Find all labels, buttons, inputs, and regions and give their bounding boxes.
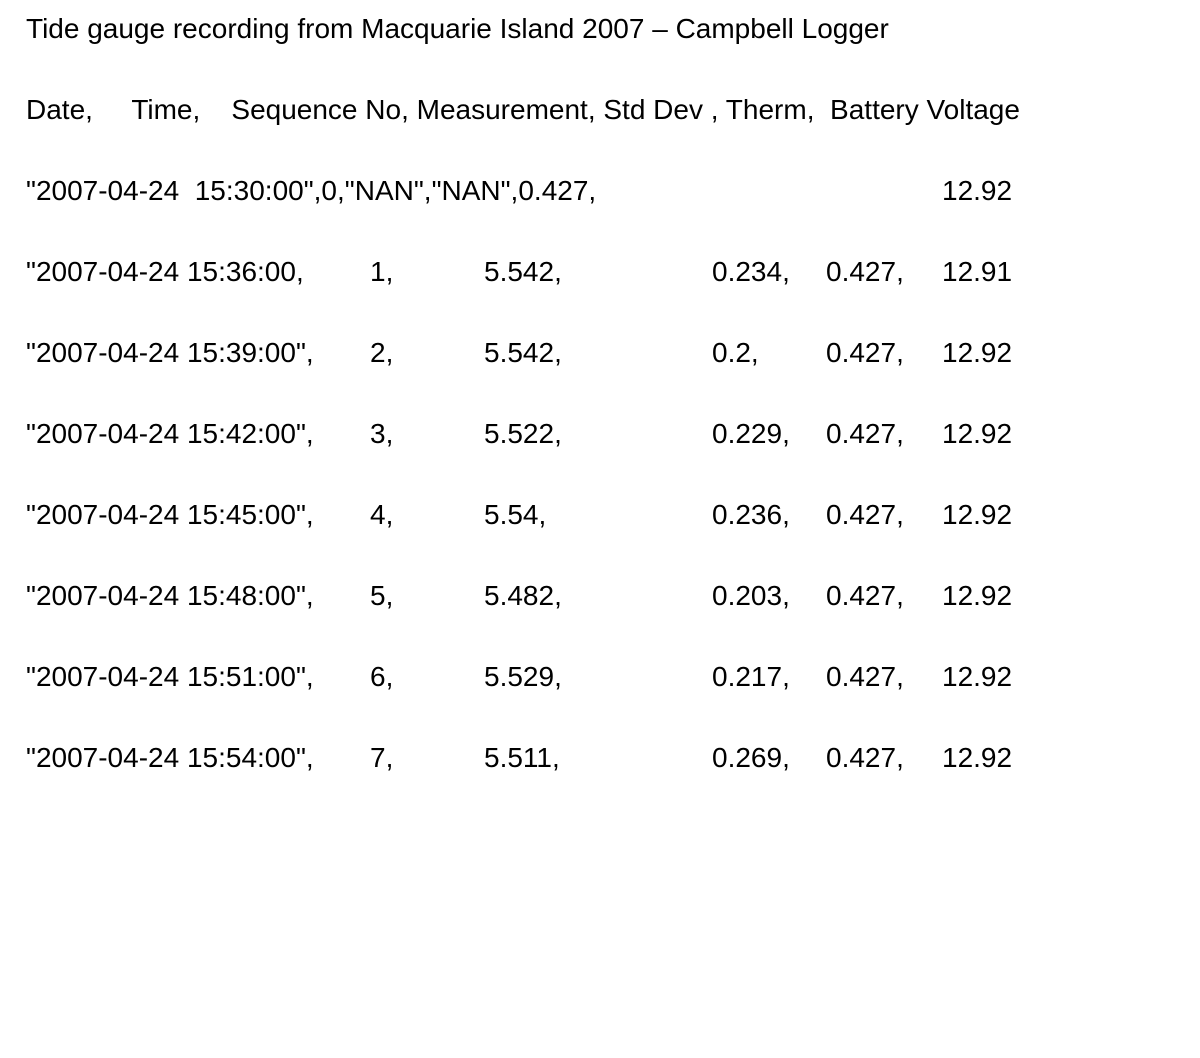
row-timestamp: "2007-04-24 15:54:00",	[26, 742, 314, 773]
row-sequence-no: 6,	[370, 661, 394, 692]
data-row: "2007-04-24 15:51:00", 6, 5.529, 0.217, …	[26, 657, 1196, 697]
row-sequence-no: 7,	[370, 742, 394, 773]
row-timestamp: "2007-04-24 15:42:00",	[26, 418, 314, 449]
row-measurement: 5.542,	[484, 256, 562, 287]
data-row: "2007-04-24 15:39:00", 2, 5.542, 0.2, 0.…	[26, 333, 1196, 373]
row-measurement: 5.482,	[484, 580, 562, 611]
row-timestamp: "2007-04-24 15:48:00",	[26, 580, 314, 611]
column-header-line: Date, Time, Sequence No, Measurement, St…	[26, 94, 1020, 125]
row-therm: 0.427,	[826, 337, 904, 368]
row-battery-voltage: 12.92	[942, 499, 1013, 530]
row-std-dev: 0.217,	[712, 661, 790, 692]
row-std-dev: 0.234,	[712, 256, 790, 287]
row-battery-voltage: 12.92	[942, 337, 1013, 368]
row-measurement: 5.529,	[484, 661, 562, 692]
row-therm: 0.427,	[826, 418, 904, 449]
row-battery-voltage: 12.92	[942, 418, 1013, 449]
data-row: "2007-04-24 15:30:00",0,"NAN","NAN",0.42…	[26, 171, 1196, 211]
row-timestamp: "2007-04-24 15:51:00",	[26, 661, 314, 692]
row-measurement: 5.522,	[484, 418, 562, 449]
row-therm: 0.427,	[826, 499, 904, 530]
row-sequence-no: 3,	[370, 418, 394, 449]
row-std-dev: 0.229,	[712, 418, 790, 449]
row-measurement: 5.542,	[484, 337, 562, 368]
row-therm: 0.427,	[826, 742, 904, 773]
data-row: "2007-04-24 15:54:00", 7, 5.511, 0.269, …	[26, 738, 1196, 778]
row-sequence-no: 1,	[370, 256, 394, 287]
data-row: "2007-04-24 15:36:00, 1, 5.542, 0.234, 0…	[26, 252, 1196, 292]
row-sequence-no: 5,	[370, 580, 394, 611]
row-battery-voltage: 12.92	[942, 661, 1013, 692]
data-row: "2007-04-24 15:45:00", 4, 5.54, 0.236, 0…	[26, 495, 1196, 535]
row-therm: 0.427,	[826, 661, 904, 692]
row-timestamp: "2007-04-24 15:39:00",	[26, 337, 314, 368]
row-std-dev: 0.2,	[712, 337, 759, 368]
row-timestamp: "2007-04-24 15:45:00",	[26, 499, 314, 530]
row-therm: 0.427,	[826, 256, 904, 287]
row-sequence-no: 2,	[370, 337, 394, 368]
document-page: Tide gauge recording from Macquarie Isla…	[26, 13, 1196, 778]
row-std-dev: 0.236,	[712, 499, 790, 530]
row-std-dev: 0.269,	[712, 742, 790, 773]
row-timestamp: "2007-04-24 15:36:00,	[26, 256, 304, 287]
row-therm: 0.427,	[826, 580, 904, 611]
row-timestamp: "2007-04-24 15:30:00",0,"NAN","NAN",0.42…	[26, 175, 597, 206]
row-battery-voltage: 12.92	[942, 175, 1013, 206]
row-measurement: 5.54,	[484, 499, 547, 530]
data-row: "2007-04-24 15:42:00", 3, 5.522, 0.229, …	[26, 414, 1196, 454]
row-sequence-no: 4,	[370, 499, 394, 530]
data-row: "2007-04-24 15:48:00", 5, 5.482, 0.203, …	[26, 576, 1196, 616]
document-title: Tide gauge recording from Macquarie Isla…	[26, 13, 889, 44]
row-battery-voltage: 12.92	[942, 742, 1013, 773]
row-std-dev: 0.203,	[712, 580, 790, 611]
row-measurement: 5.511,	[484, 742, 560, 773]
row-battery-voltage: 12.91	[942, 256, 1013, 287]
row-battery-voltage: 12.92	[942, 580, 1013, 611]
